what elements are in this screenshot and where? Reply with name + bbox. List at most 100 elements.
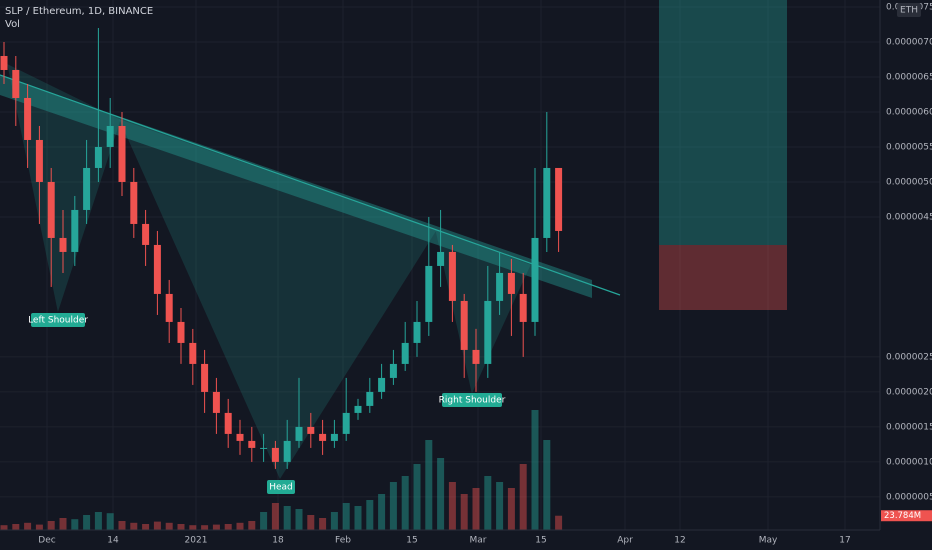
volume-bar xyxy=(413,464,421,530)
volume-bar xyxy=(507,488,515,530)
candle-body xyxy=(472,349,480,364)
x-tick-label: 18 xyxy=(272,536,284,546)
volume-bar xyxy=(260,512,268,530)
x-tick-label: 15 xyxy=(406,536,417,546)
volume-bar xyxy=(283,506,291,530)
volume-bar xyxy=(543,440,551,530)
candle-body xyxy=(177,321,185,343)
x-tick-label: Dec xyxy=(38,536,55,546)
y-tick-label: 0.0000060 xyxy=(886,107,932,117)
candle-body xyxy=(425,265,433,322)
volume-marker-label: 23.784M xyxy=(884,511,921,521)
candle-body xyxy=(484,300,492,364)
candle-body xyxy=(437,251,445,266)
shoulder-pattern xyxy=(435,229,531,394)
candle-body xyxy=(142,223,150,245)
candle-body xyxy=(0,55,8,70)
x-tick-label: 2021 xyxy=(185,536,208,546)
volume-bar xyxy=(366,500,374,530)
candle-body xyxy=(519,293,527,322)
candle-body xyxy=(236,433,244,441)
candle-body xyxy=(448,251,456,301)
candle-body xyxy=(555,167,563,231)
candle-body xyxy=(12,69,20,98)
y-tick-label: 0.0000015 xyxy=(886,422,932,432)
volume-bar xyxy=(189,525,197,530)
annotation: Right Shoulder xyxy=(439,396,506,406)
candle-body xyxy=(271,447,279,462)
volume-bar xyxy=(153,521,161,530)
y-tick-label: 0.0000045 xyxy=(886,212,932,222)
x-tick-label: 17 xyxy=(839,536,850,546)
volume-bar xyxy=(319,518,327,530)
y-tick-label: 0.0000070 xyxy=(886,37,932,47)
volume-bar xyxy=(401,476,409,530)
volume-bar xyxy=(378,494,386,530)
shoulder-pattern xyxy=(7,64,121,312)
candle-body xyxy=(153,244,161,294)
grid xyxy=(0,0,880,530)
candle-body xyxy=(212,391,220,413)
candle-body xyxy=(24,97,32,140)
candle-body xyxy=(354,405,362,413)
volume-bar xyxy=(295,509,303,530)
candle-body xyxy=(35,139,43,182)
y-tick-label: 0.0000050 xyxy=(886,177,932,187)
annotation-box xyxy=(31,313,85,327)
candle-body xyxy=(201,363,209,392)
volume-bar xyxy=(47,521,55,530)
annotation-box xyxy=(267,480,295,494)
volume-bar xyxy=(201,525,209,530)
currency-badge-text[interactable]: ETH xyxy=(900,6,918,16)
candle-body xyxy=(71,209,79,252)
currency-badge[interactable] xyxy=(897,3,921,17)
candle-body xyxy=(496,272,504,301)
candle-body xyxy=(94,146,102,168)
candle-body xyxy=(342,412,350,434)
volume-bar xyxy=(248,521,256,530)
volume-bar xyxy=(448,482,456,530)
candle-body xyxy=(189,342,197,364)
candle-body xyxy=(413,321,421,343)
x-tick-label: Feb xyxy=(335,536,351,546)
volume-bar xyxy=(71,519,79,530)
x-tick-label: Apr xyxy=(617,536,633,546)
volume-bar xyxy=(460,494,468,530)
volume-bar xyxy=(83,515,91,530)
x-tick-label: Mar xyxy=(470,536,487,546)
volume-bar xyxy=(437,458,445,530)
candle-body xyxy=(295,426,303,441)
candle-body xyxy=(130,181,138,224)
volume-bar xyxy=(224,524,232,530)
candle-body xyxy=(118,125,126,182)
x-tick-label: 12 xyxy=(674,536,685,546)
candles xyxy=(0,27,563,469)
volume-bar xyxy=(342,503,350,530)
volume-bar xyxy=(271,503,279,530)
candle-body xyxy=(248,440,256,448)
volume-bar xyxy=(555,515,563,530)
candle-body xyxy=(307,426,315,434)
y-tick-label: 0.0000055 xyxy=(886,142,932,152)
candle-body xyxy=(543,167,551,238)
annotation: Left Shoulder xyxy=(28,316,88,326)
neckline-channel xyxy=(0,75,592,298)
volume-bar xyxy=(425,440,433,530)
volume-bar xyxy=(236,522,244,530)
volume-bar xyxy=(354,506,362,530)
loss-zone xyxy=(659,245,787,310)
candle-body xyxy=(507,272,515,294)
candle-body xyxy=(283,440,291,462)
candle-body xyxy=(330,433,338,441)
y-tick-label: 0.0000065 xyxy=(886,72,932,82)
volume-bar xyxy=(24,522,32,530)
candle-body xyxy=(389,363,397,378)
candle-body xyxy=(59,237,67,252)
profit-zone xyxy=(659,0,787,245)
candle-body xyxy=(106,125,114,147)
head-pattern xyxy=(119,119,437,480)
neckline xyxy=(0,74,621,296)
chart-title: SLP / Ethereum, 1D, BINANCE xyxy=(5,6,153,17)
volume-bar xyxy=(35,524,43,530)
